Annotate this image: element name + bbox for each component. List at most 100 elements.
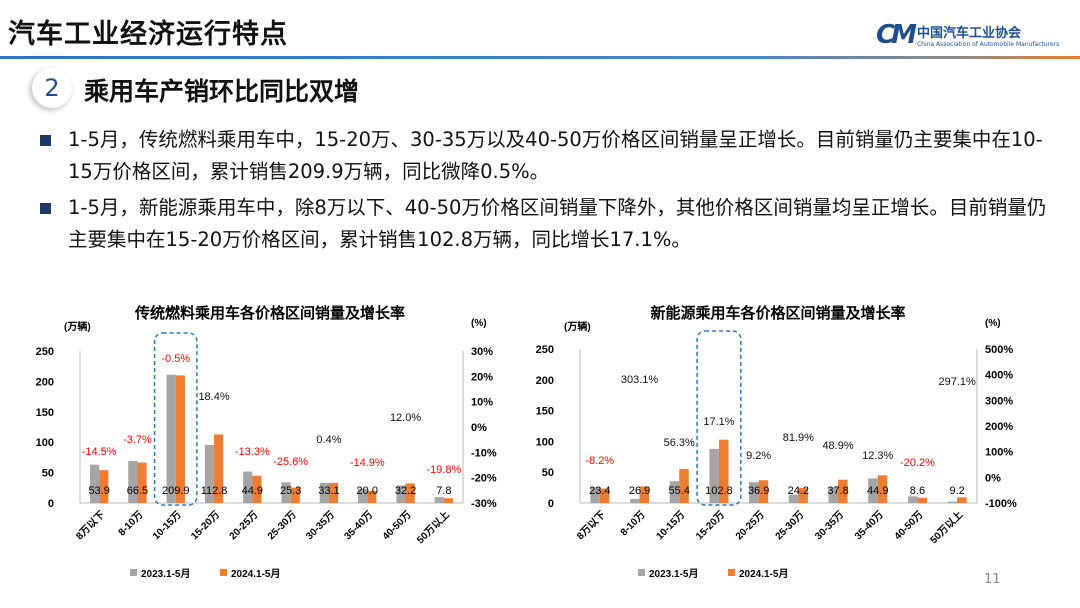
bar-2023 xyxy=(947,501,958,503)
y2-tick-label: 20% xyxy=(471,371,493,383)
x-tick-label: 30-35万 xyxy=(813,509,847,543)
growth-label: 9.2% xyxy=(746,450,771,462)
x-tick-label: 10-15万 xyxy=(150,509,184,543)
y2-tick-label: 0% xyxy=(471,422,487,434)
bar-2024 xyxy=(214,434,224,503)
bar-2023 xyxy=(204,445,215,503)
bar-2023 xyxy=(669,481,680,503)
bar-2024 xyxy=(758,480,769,503)
bar-2023 xyxy=(396,485,406,503)
y2-tick-label: -10% xyxy=(471,447,497,459)
x-tick-label: 40-50万 xyxy=(380,509,414,543)
chart-2: 新能源乘用车各价格区间销量及增长率 (万辆) (%) 0 50 100 150 200 250 -… xyxy=(536,304,1017,580)
logo-mark: CM xyxy=(876,20,917,50)
x-tick-label: 50万以上 xyxy=(414,508,452,546)
value-label: 23.4 xyxy=(589,485,610,497)
growth-label: 81.9% xyxy=(783,432,814,444)
x-tick-label: 25-30万 xyxy=(773,509,807,543)
y2-tick-label: 400% xyxy=(985,370,1013,382)
y-tick-label: 250 xyxy=(536,344,554,356)
y-tick-label: 200 xyxy=(536,375,554,387)
page-title: 汽车工业经济运行特点 xyxy=(8,19,288,50)
bar-2023 xyxy=(868,478,878,503)
legend-swatch-2024 xyxy=(728,569,735,576)
growth-label: -25.6% xyxy=(273,456,308,468)
bullet-item: 1-5月，新能源乘用车中，除8万以下、40-50万价格区间销量下降外，其他价格区… xyxy=(36,192,1056,256)
value-label: 32.2 xyxy=(395,485,416,497)
bar-2023 xyxy=(907,496,918,503)
y-tick-label: 50 xyxy=(42,468,54,480)
y-tick-label: 150 xyxy=(536,406,554,418)
growth-label: -14.9% xyxy=(350,457,385,469)
bullet-square-icon xyxy=(40,203,51,214)
bar-2023 xyxy=(128,460,138,503)
x-tick-label: 20-25万 xyxy=(733,509,767,543)
x-tick-label: 15-20万 xyxy=(693,509,727,543)
bar-2024 xyxy=(252,475,262,503)
bar-2024 xyxy=(599,488,610,503)
section-number: 2 xyxy=(32,68,72,108)
x-tick-label: 8万以下 xyxy=(74,509,108,543)
bar-2024 xyxy=(405,483,415,503)
chart-1: 传统燃料乘用车各价格区间销量及增长率 (万辆) (%) 0 50 100 150 200 250… xyxy=(36,304,497,580)
bar-2023 xyxy=(434,497,444,503)
y-tick-label: 250 xyxy=(36,346,54,358)
growth-label: 18.4% xyxy=(198,391,229,403)
y2-tick-label: 0% xyxy=(985,472,1001,484)
value-label: 55.4 xyxy=(669,485,690,497)
y-axis-label: (万辆) xyxy=(64,320,91,333)
value-label: 209.9 xyxy=(162,485,190,497)
header-divider xyxy=(0,56,1080,59)
bullet-text: 1-5月，传统燃料乘用车中，15-20万、30-35万以及40-50万价格区间销… xyxy=(68,128,1043,183)
highlight-box xyxy=(696,330,742,506)
y-tick-label: 0 xyxy=(548,498,554,510)
value-label: 66.5 xyxy=(127,485,148,497)
value-label: 8.6 xyxy=(910,485,925,497)
y-tick-label: 0 xyxy=(48,498,54,510)
value-label: 53.9 xyxy=(88,485,109,497)
growth-label: -8.2% xyxy=(585,455,614,467)
growth-label: 297.1% xyxy=(938,376,976,388)
x-tick-label: 35-40万 xyxy=(852,509,886,543)
x-tick-label: 25-30万 xyxy=(265,509,299,543)
bar-2023 xyxy=(319,482,329,503)
legend-label: 2024.1-5月 xyxy=(739,568,788,580)
legend-label: 2023.1-5月 xyxy=(649,568,698,580)
y2-tick-label: 100% xyxy=(985,447,1013,459)
growth-label: 0.4% xyxy=(316,434,341,446)
y-axis-label: (万辆) xyxy=(564,320,591,333)
value-label: 20.0 xyxy=(357,485,378,497)
growth-label: -13.3% xyxy=(235,446,270,458)
y2-tick-label: 300% xyxy=(985,395,1013,407)
y-tick-label: 100 xyxy=(536,436,554,448)
bar-2023 xyxy=(358,488,368,503)
bullet-square-icon xyxy=(40,135,51,146)
x-tick-label: 8万以下 xyxy=(574,509,608,543)
bullet-text: 1-5月，新能源乘用车中，除8万以下、40-50万价格区间销量下降外，其他价格区… xyxy=(68,196,1047,251)
growth-label: 12.3% xyxy=(862,450,893,462)
bar-2023 xyxy=(630,498,640,503)
value-label: 33.1 xyxy=(318,485,339,497)
growth-label: -14.5% xyxy=(82,446,117,458)
y-tick-label: 150 xyxy=(36,407,54,419)
x-tick-label: 10-15万 xyxy=(654,509,688,543)
bar-2023 xyxy=(590,487,600,503)
value-label: 24.2 xyxy=(788,485,809,497)
y2-tick-label: 200% xyxy=(985,421,1013,433)
bullet-list: 1-5月，传统燃料乘用车中，15-20万、30-35万以及40-50万价格区间销… xyxy=(36,124,1056,260)
bar-2024 xyxy=(798,488,808,503)
value-label: 44.9 xyxy=(242,485,263,497)
bar-2023 xyxy=(166,374,176,503)
y-tick-label: 50 xyxy=(542,467,554,479)
section-title: 乘用车产销环比同比双增 xyxy=(84,77,360,106)
value-label: 25.3 xyxy=(280,485,301,497)
x-tick-label: 30-35万 xyxy=(303,509,337,543)
bar-2024 xyxy=(877,475,888,503)
x-tick-label: 15-20万 xyxy=(189,509,223,543)
value-label: 44.9 xyxy=(867,485,888,497)
logo-cn: 中国汽车工业协会 xyxy=(916,26,1021,41)
bar-2023 xyxy=(749,482,759,503)
bar-2024 xyxy=(639,486,650,503)
y-tick-label: 100 xyxy=(36,437,54,449)
y2-tick-label: -30% xyxy=(471,498,497,510)
